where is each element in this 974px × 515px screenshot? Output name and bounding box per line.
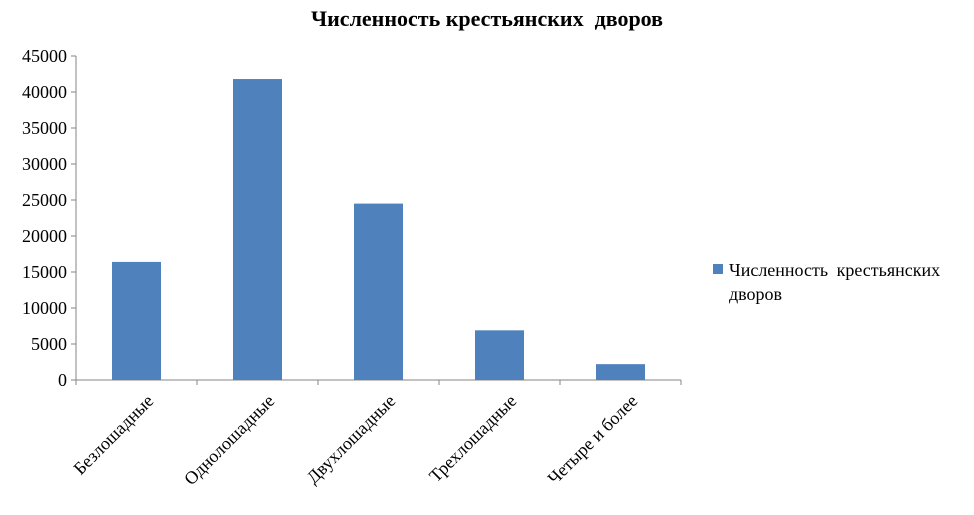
y-tick-label: 0 — [58, 370, 67, 390]
chart-title: Численность крестьянских дворов — [310, 6, 664, 31]
y-tick-label: 20000 — [22, 226, 67, 246]
y-tick-label: 5000 — [31, 334, 67, 354]
bar — [596, 364, 645, 380]
x-tick-label: Однолошадные — [180, 391, 278, 489]
y-tick-label: 15000 — [22, 262, 67, 282]
bar — [233, 79, 282, 380]
bar — [354, 203, 403, 380]
bar — [112, 261, 161, 380]
x-tick-label: Трехлошадные — [425, 391, 520, 486]
x-tick-label: Четыре и более — [544, 391, 642, 489]
legend-label: Численность крестьянских дворов — [729, 260, 941, 304]
y-tick-label: 25000 — [22, 190, 67, 210]
y-tick-label: 10000 — [22, 298, 67, 318]
y-tick-label: 30000 — [22, 154, 67, 174]
y-tick-label: 35000 — [22, 118, 67, 138]
y-tick-label: 45000 — [22, 46, 67, 66]
x-tick-label: Безлошадные — [69, 391, 157, 479]
x-tick-label: Двухлошадные — [303, 391, 400, 488]
legend-swatch — [713, 264, 723, 274]
y-tick-label: 40000 — [22, 82, 67, 102]
bar — [475, 330, 524, 380]
